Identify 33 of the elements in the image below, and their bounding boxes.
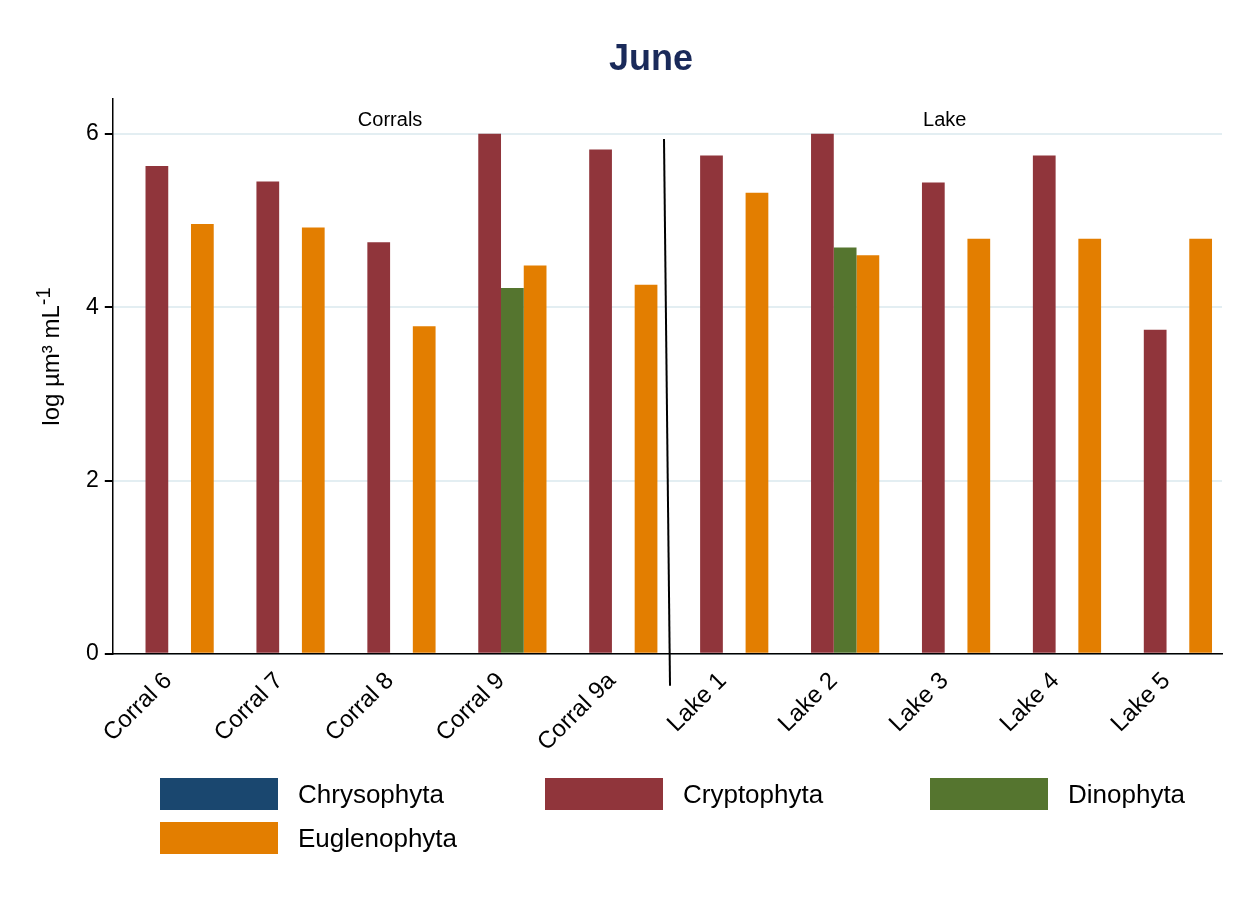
y-tick-label: 4 [85, 292, 99, 319]
bar [745, 192, 769, 653]
annotation: Lake [923, 108, 967, 131]
bar [1143, 329, 1167, 653]
annotation: Corrals [357, 108, 423, 131]
legend-label: Chrysophyta [298, 778, 444, 810]
chart-title: June [608, 36, 694, 78]
bar [1078, 238, 1102, 653]
bar [412, 326, 436, 653]
y-tick-label: 2 [85, 465, 99, 492]
bar [478, 133, 502, 653]
bar [501, 288, 524, 653]
bar [856, 255, 880, 653]
bar [700, 155, 723, 653]
bar [367, 242, 391, 653]
bar [301, 227, 325, 653]
bar [634, 284, 658, 653]
legend-label: Euglenophyta [298, 822, 458, 854]
y-tick-label: 6 [85, 119, 99, 146]
bar [256, 181, 280, 653]
bar [1032, 155, 1056, 653]
legend-label: Cryptophyta [683, 778, 824, 810]
bar [833, 247, 857, 653]
legend-label: Dinophyta [1068, 778, 1186, 810]
bar [921, 182, 945, 653]
bar [523, 265, 547, 653]
bar [145, 165, 169, 653]
y-tick-label: 0 [85, 639, 99, 666]
bar [1189, 238, 1213, 653]
bar [811, 133, 834, 653]
bar [967, 238, 991, 653]
bar [190, 223, 214, 653]
bar [589, 149, 612, 653]
